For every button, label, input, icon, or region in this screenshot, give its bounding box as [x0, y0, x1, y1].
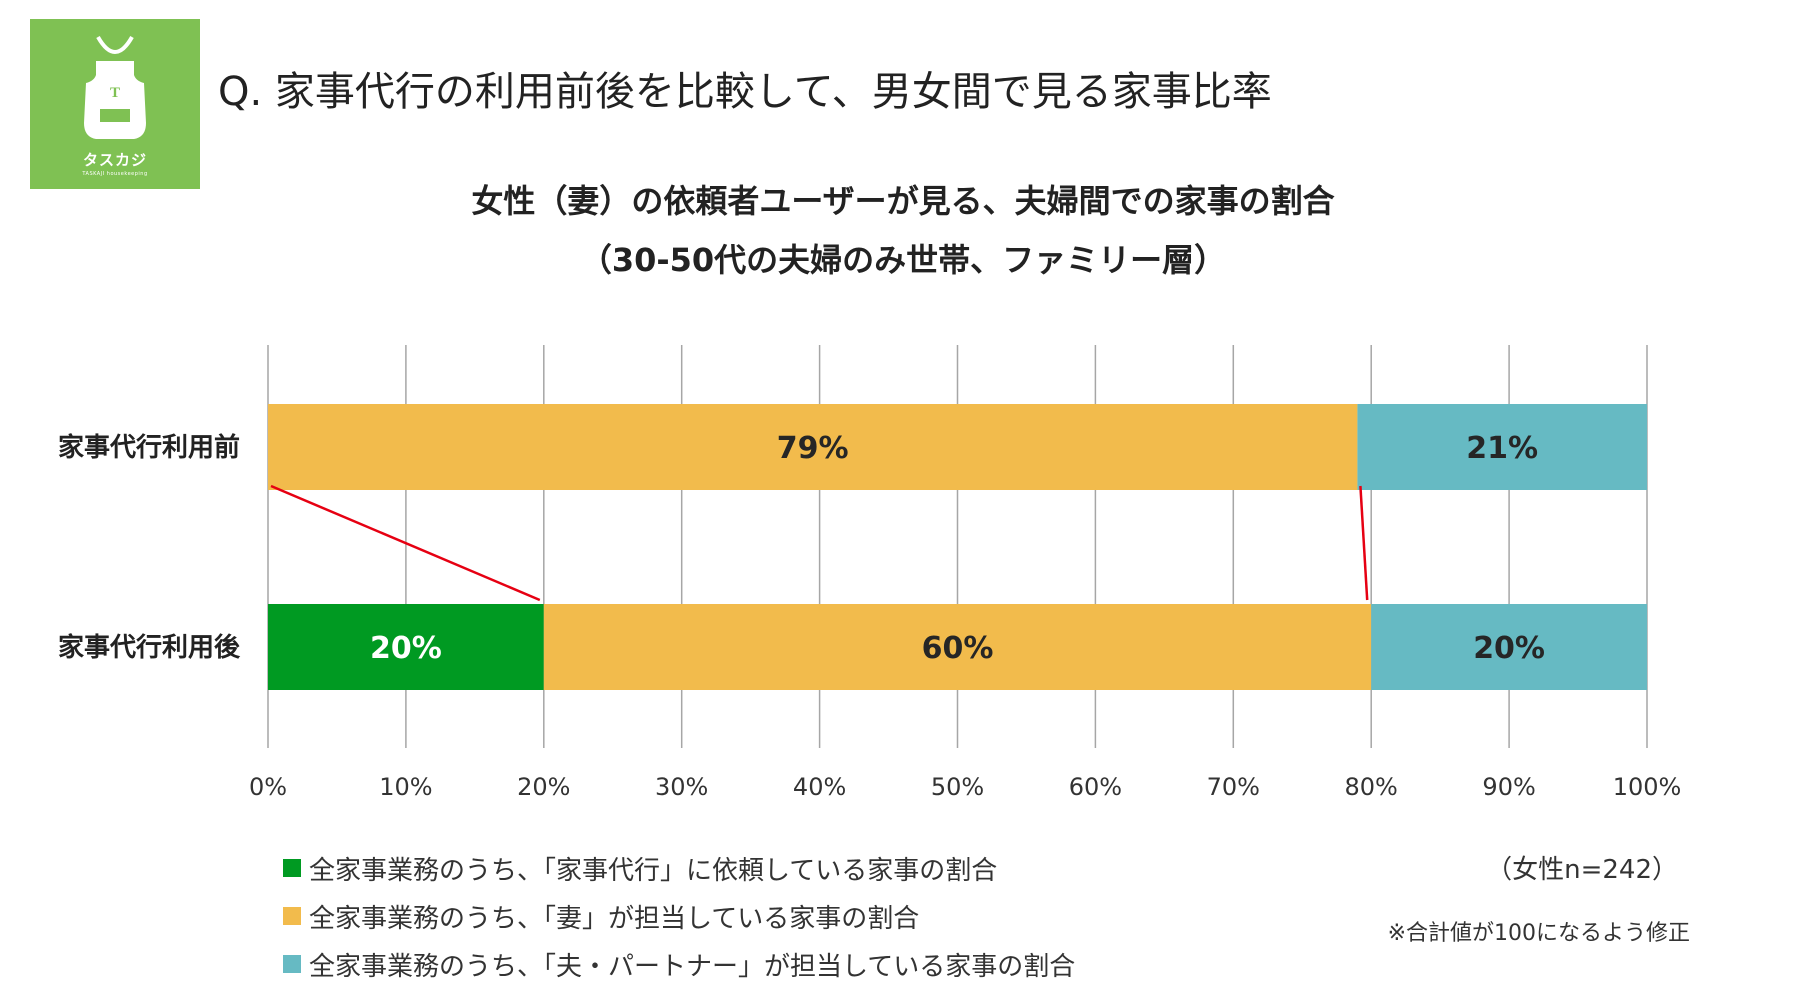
- chart-legend: 全家事業務のうち、「家事代行」に依頼している家事の割合 全家事業務のうち、「妻」…: [283, 844, 1075, 988]
- data-label: 79%: [777, 431, 849, 466]
- apron-icon: T: [84, 35, 146, 139]
- category-label: 家事代行利用後: [58, 632, 241, 663]
- x-tick-label: 60%: [1069, 773, 1122, 801]
- sample-size-note: （女性n=242）: [1486, 855, 1678, 885]
- legend-item-partner: 全家事業務のうち、「夫・パートナー」が担当している家事の割合: [283, 940, 1075, 988]
- legend-label-partner: 全家事業務のうち、「夫・パートナー」が担当している家事の割合: [309, 951, 1076, 982]
- chart-title: 女性（妻）の依頼者ユーザーが見る、夫婦間での家事の割合: [471, 182, 1335, 220]
- x-tick-label: 90%: [1482, 773, 1535, 801]
- bar-segment-partner: [1357, 404, 1647, 490]
- legend-label-wife: 全家事業務のうち、「妻」が担当している家事の割合: [309, 903, 920, 934]
- correction-note: ※合計値が100になるよう修正: [1387, 921, 1690, 946]
- legend-item-housekeeping: 全家事業務のうち、「家事代行」に依頼している家事の割合: [283, 844, 1075, 892]
- category-label: 家事代行利用前: [58, 432, 240, 463]
- legend-label-housekeeping: 全家事業務のうち、「家事代行」に依頼している家事の割合: [309, 855, 998, 886]
- data-label: 21%: [1466, 431, 1538, 466]
- x-tick-label: 30%: [655, 773, 708, 801]
- page-title: Q. 家事代行の利用前後を比較して、男女間で見る家事比率: [218, 69, 1272, 115]
- bar-segment-wife: [268, 404, 1358, 490]
- connector-line: [1359, 485, 1369, 601]
- legend-swatch-housekeeping: [283, 859, 301, 877]
- logo-letter: T: [110, 85, 120, 101]
- tasukaji-logo: T タスカジ TASKAJI housekeeping: [30, 19, 200, 189]
- data-label: 20%: [1473, 631, 1545, 666]
- logo-name: タスカジ: [82, 151, 147, 169]
- bar-segment-wife: [543, 604, 1372, 690]
- legend-swatch-partner: [283, 955, 301, 973]
- logo-subtitle: TASKAJI housekeeping: [82, 171, 148, 177]
- x-tick-label: 20%: [517, 773, 570, 801]
- bar-segment-housekeeping: [268, 604, 544, 690]
- x-tick-label: 70%: [1207, 773, 1260, 801]
- x-tick-label: 10%: [379, 773, 432, 801]
- data-label: 20%: [370, 631, 442, 666]
- x-tick-label: 40%: [793, 773, 846, 801]
- chart-subtitle: （30-50代の夫婦のみ世帯、ファミリー層）: [579, 241, 1227, 279]
- x-tick-label: 80%: [1345, 773, 1398, 801]
- bar-segment-partner: [1371, 604, 1647, 690]
- x-tick-label: 100%: [1613, 773, 1682, 801]
- legend-swatch-wife: [283, 907, 301, 925]
- connector-line: [270, 484, 541, 602]
- legend-item-wife: 全家事業務のうち、「妻」が担当している家事の割合: [283, 892, 1075, 940]
- x-tick-label: 0%: [249, 773, 287, 801]
- x-tick-label: 50%: [931, 773, 984, 801]
- data-label: 60%: [922, 631, 994, 666]
